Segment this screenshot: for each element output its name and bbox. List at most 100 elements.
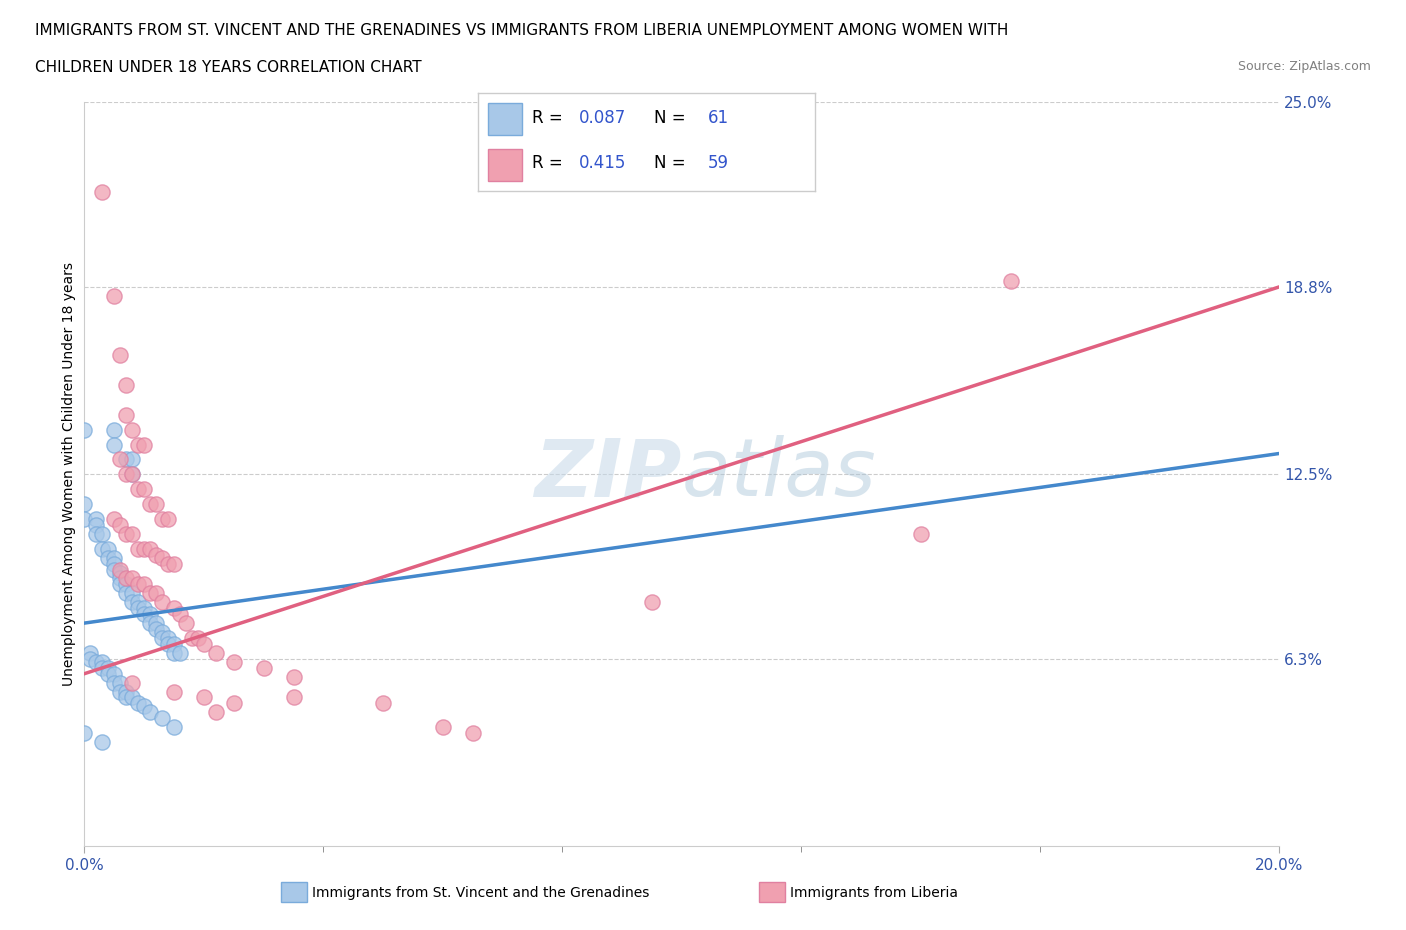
Point — [139, 606, 162, 621]
Point — [432, 720, 454, 735]
Point — [97, 551, 120, 565]
Point — [150, 625, 173, 640]
Point — [121, 467, 143, 482]
Point — [139, 497, 162, 512]
Point — [103, 422, 125, 437]
Text: 0.415: 0.415 — [579, 153, 627, 172]
Point — [205, 705, 228, 720]
Point — [169, 645, 191, 660]
Point — [132, 577, 156, 591]
Point — [145, 621, 167, 636]
Point — [115, 467, 138, 482]
Point — [163, 684, 186, 699]
Point — [91, 541, 114, 556]
Point — [91, 735, 114, 750]
Point — [127, 541, 149, 556]
Point — [115, 452, 138, 467]
Point — [115, 684, 138, 699]
Point — [115, 586, 138, 601]
Point — [115, 378, 138, 392]
Point — [103, 288, 125, 303]
Point — [79, 651, 101, 666]
Point — [610, 95, 633, 110]
Point — [139, 616, 162, 631]
Point — [127, 595, 149, 610]
Text: 0.087: 0.087 — [579, 109, 627, 126]
Point — [169, 606, 191, 621]
Point — [121, 586, 143, 601]
Point — [103, 666, 125, 681]
Point — [132, 699, 156, 714]
FancyBboxPatch shape — [488, 149, 522, 180]
Point — [86, 512, 108, 526]
Point — [163, 645, 186, 660]
Point — [132, 601, 156, 616]
Text: 59: 59 — [707, 153, 728, 172]
Point — [91, 184, 114, 199]
Text: N =: N = — [654, 153, 690, 172]
Point — [115, 571, 138, 586]
Text: ZIP: ZIP — [534, 435, 682, 513]
Point — [97, 541, 120, 556]
Point — [91, 660, 114, 675]
Point — [121, 526, 143, 541]
Point — [205, 645, 228, 660]
Point — [163, 601, 186, 616]
Point — [103, 675, 125, 690]
Text: Source: ZipAtlas.com: Source: ZipAtlas.com — [1237, 60, 1371, 73]
FancyBboxPatch shape — [488, 103, 522, 135]
Point — [121, 467, 143, 482]
Point — [86, 517, 108, 532]
Point — [127, 482, 149, 497]
Point — [283, 690, 305, 705]
Point — [132, 541, 156, 556]
Point — [641, 595, 664, 610]
Point — [150, 551, 173, 565]
Point — [145, 497, 167, 512]
Point — [110, 571, 132, 586]
Point — [174, 616, 197, 631]
Point — [115, 577, 138, 591]
Point — [150, 595, 173, 610]
Point — [145, 586, 167, 601]
Point — [110, 562, 132, 577]
Text: atlas: atlas — [682, 435, 877, 513]
Point — [103, 551, 125, 565]
Point — [91, 655, 114, 670]
Point — [115, 526, 138, 541]
Point — [193, 690, 215, 705]
Point — [222, 696, 245, 711]
Point — [115, 407, 138, 422]
Point — [121, 422, 143, 437]
Point — [127, 577, 149, 591]
Point — [110, 577, 132, 591]
Point — [121, 690, 143, 705]
Point — [73, 512, 96, 526]
Point — [103, 556, 125, 571]
Point — [132, 606, 156, 621]
Text: Immigrants from St. Vincent and the Grenadines: Immigrants from St. Vincent and the Gren… — [312, 885, 650, 900]
Point — [1000, 273, 1022, 288]
Y-axis label: Unemployment Among Women with Children Under 18 years: Unemployment Among Women with Children U… — [62, 262, 76, 686]
Point — [163, 636, 186, 651]
Point — [127, 696, 149, 711]
Point — [139, 541, 162, 556]
Point — [73, 725, 96, 740]
Point — [110, 565, 132, 580]
Point — [121, 595, 143, 610]
Point — [150, 711, 173, 725]
Point — [110, 452, 132, 467]
Point — [115, 690, 138, 705]
Point — [157, 631, 180, 645]
Point — [180, 631, 202, 645]
Point — [150, 631, 173, 645]
Text: Immigrants from Liberia: Immigrants from Liberia — [790, 885, 957, 900]
Point — [127, 601, 149, 616]
Point — [371, 696, 394, 711]
Point — [157, 556, 180, 571]
Point — [253, 660, 276, 675]
Point — [91, 526, 114, 541]
Point — [283, 670, 305, 684]
Point — [157, 636, 180, 651]
Point — [187, 631, 209, 645]
